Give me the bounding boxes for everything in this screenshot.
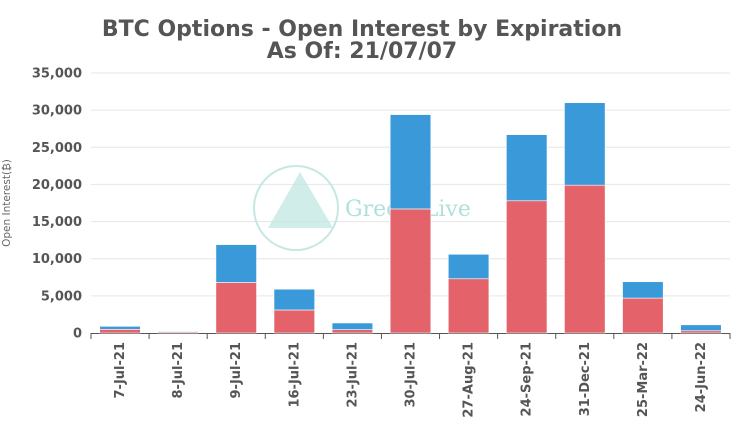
bars <box>99 102 722 334</box>
bar-segment-bottom-9[interactable] <box>622 297 664 334</box>
bar-segment-top-1[interactable] <box>157 330 199 333</box>
watermark-logo-icon <box>253 165 339 251</box>
x-tick-label: 23-Jul-21 <box>345 342 360 408</box>
bar-segment-top-9[interactable] <box>622 281 664 299</box>
bar-segment-top-6[interactable] <box>447 253 490 280</box>
bar-segment-bottom-0[interactable] <box>99 328 141 334</box>
bar-segment-top-3[interactable] <box>273 288 315 311</box>
bar-segment-bottom-8[interactable] <box>564 184 606 334</box>
bar-segment-top-2[interactable] <box>215 244 257 283</box>
bar-segment-top-4[interactable] <box>331 322 374 330</box>
x-tick-label: 9-Jul-21 <box>229 342 244 398</box>
bar-segment-bottom-5[interactable] <box>389 208 432 334</box>
y-tick-label: 30,000 <box>32 104 82 119</box>
x-tick-labels: 7-Jul-21 8-Jul-21 9-Jul-21 16-Jul-21 23-Jul-… <box>113 342 709 418</box>
y-axis-label: Open Interest(₿) <box>1 159 13 247</box>
y-tick-label: 5,000 <box>41 289 82 304</box>
watermark-triangle-icon <box>268 172 333 228</box>
watermark: GreeksLive <box>253 165 471 251</box>
bar-segment-bottom-3[interactable] <box>273 309 315 334</box>
x-tick-label: 27-Aug-21 <box>462 342 477 418</box>
x-tick-label: 16-Jul-21 <box>287 342 302 408</box>
chart-title: BTC Options - Open Interest by Expiratio… <box>102 17 622 42</box>
y-tick-labels: 0 5,000 10,000 15,000 20,000 25,000 30,000 35,0… <box>32 67 82 342</box>
y-tick-label: 10,000 <box>32 252 82 267</box>
chart-subtitle: As Of: 21/07/07 <box>267 39 457 64</box>
x-tick-label: 25-Mar-22 <box>636 342 651 417</box>
x-tick-label: 31-Dec-21 <box>578 342 593 416</box>
bar-segment-bottom-7[interactable] <box>506 200 548 334</box>
y-tick-label: 15,000 <box>32 215 82 230</box>
bar-segment-top-7[interactable] <box>506 134 548 202</box>
bar-segment-bottom-10[interactable] <box>680 330 722 334</box>
x-tick-label: 7-Jul-21 <box>113 342 128 398</box>
x-tick-label: 24-Sep-21 <box>520 342 535 416</box>
x-tick-label: 24-Jun-22 <box>694 342 709 412</box>
bar-segment-bottom-2[interactable] <box>215 282 257 334</box>
y-tick-label: 25,000 <box>32 141 82 156</box>
bar-segment-bottom-6[interactable] <box>447 278 490 334</box>
bar-segment-top-8[interactable] <box>564 102 606 186</box>
bar-segment-bottom-4[interactable] <box>331 329 374 334</box>
bar-segment-top-10[interactable] <box>680 324 722 332</box>
y-tick-label: 35,000 <box>32 67 82 82</box>
bar-segment-top-0[interactable] <box>99 326 141 330</box>
y-tick-label: 0 <box>73 327 82 342</box>
y-tick-label: 20,000 <box>32 178 82 193</box>
x-tick-label: 30-Jul-21 <box>404 342 419 408</box>
bar-segment-top-5[interactable] <box>389 114 432 210</box>
x-tick-label: 8-Jul-21 <box>171 342 186 398</box>
